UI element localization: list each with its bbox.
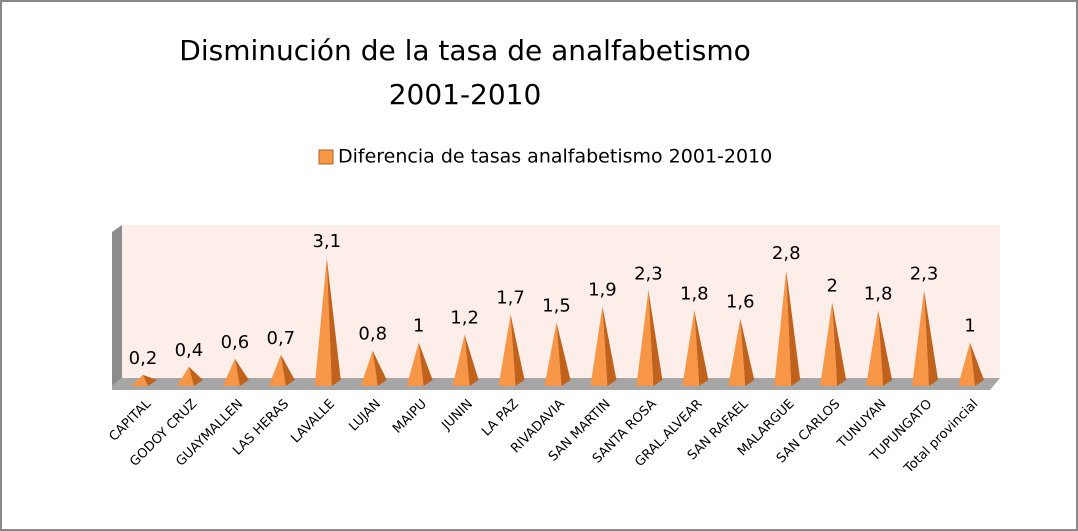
bar-side [510,314,525,386]
data-label: 1,7 [496,287,525,308]
bar-side [280,354,295,386]
bar [590,306,617,386]
bar-side [143,374,157,386]
bar-side [556,322,571,386]
chart-title: Disminución de la tasa de analfabetismo [179,34,750,67]
bar-side [832,302,847,386]
bar-side [326,258,341,386]
side-wall [112,225,122,386]
legend-label: Diferencia de tasas analfabetismo 2001-2… [338,146,772,168]
bar-side [188,366,203,386]
bar [636,290,663,386]
bar [774,270,801,386]
data-label: 1 [413,316,424,337]
bar-face [498,314,516,386]
bar-face [728,318,746,386]
data-label: 1,5 [542,296,571,317]
data-label: 0,8 [358,324,387,345]
bar-side [648,290,663,386]
bar-face [222,358,240,386]
bar [452,334,479,386]
bar-face [774,270,792,386]
bar-face [912,290,930,386]
bar-face [544,322,562,386]
bar-side [970,342,984,386]
bar-face [268,354,286,386]
data-label: 2,8 [772,243,801,264]
bar-side [234,358,249,386]
bar-side [924,290,939,386]
bar-face [590,306,608,386]
data-label: 1,8 [864,283,893,304]
bar [682,310,709,386]
bar-face [176,366,194,386]
bar [360,350,387,386]
data-label: 2 [826,275,837,296]
bar [498,314,525,386]
bar-side [464,334,479,386]
bar-side [740,318,755,386]
data-label: 1,6 [726,291,755,312]
bar [314,258,341,386]
bar-face [866,310,884,386]
bar-side [602,306,617,386]
bar [728,318,755,386]
bar-face [636,290,654,386]
legend-swatch [318,149,334,165]
bar-side [694,310,709,386]
bar [958,342,984,386]
data-label: 1,2 [450,308,479,329]
data-label: 2,3 [634,263,663,284]
bar-face [452,334,470,386]
bar [820,302,847,386]
bar [268,354,295,386]
bar-face [131,374,148,386]
bar [866,310,893,386]
bar [544,322,571,386]
data-label: 2,3 [910,263,939,284]
data-label: 0,2 [129,348,158,369]
data-label: 1,8 [680,283,709,304]
bar-side [372,350,387,386]
data-label: 1,9 [588,279,617,300]
bar-side [786,270,801,386]
data-label: 0,6 [221,332,250,353]
bar-face [682,310,700,386]
bar-side [418,342,433,386]
bar [406,342,433,386]
bar [176,366,203,386]
data-label: 0,4 [175,340,204,361]
bar-face [314,258,332,386]
bar [912,290,939,386]
bar [222,358,249,386]
bar-face [820,302,838,386]
data-label: 3,1 [312,231,341,252]
bar-face [958,342,975,386]
data-label: 1 [964,316,975,337]
bar-side [878,310,893,386]
chart-subtitle: 2001-2010 [389,78,542,111]
data-label: 0,7 [267,328,296,349]
bar-face [406,342,424,386]
bar [131,374,157,386]
bar-face [360,350,378,386]
